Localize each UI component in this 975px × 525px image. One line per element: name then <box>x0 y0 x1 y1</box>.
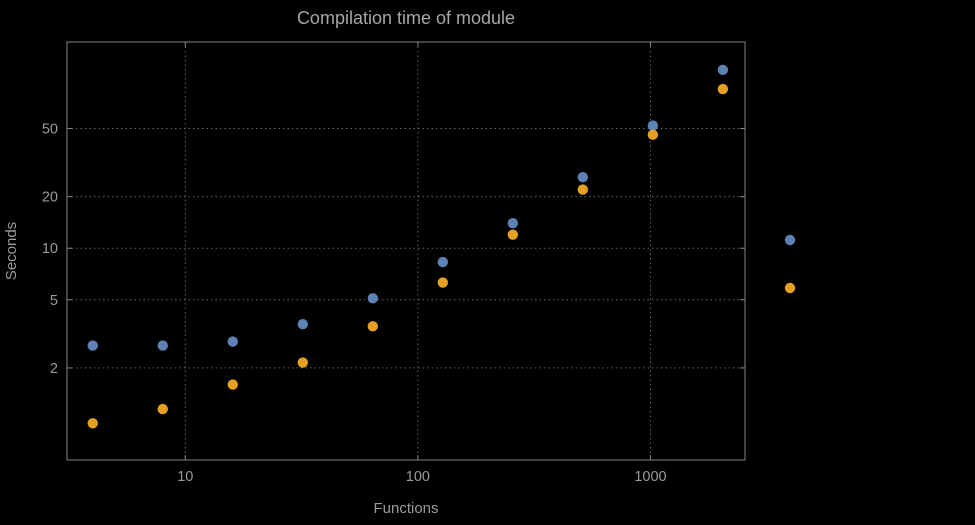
y-tick-label: 5 <box>50 293 58 309</box>
legend-marker <box>784 282 796 294</box>
data-point-series-2 <box>297 357 308 368</box>
data-point-series-2 <box>507 229 519 240</box>
data-point-series-1 <box>647 120 659 131</box>
tick-labels: 10 100 1000 2 5 10 20 50 <box>42 122 667 485</box>
data-point-series-2 <box>87 418 98 429</box>
y-tick-label: 2 <box>50 361 58 377</box>
data-point-series-1 <box>157 340 168 351</box>
data-point-series-1 <box>437 256 449 268</box>
data-point-series-2 <box>647 129 659 140</box>
data-point-series-1 <box>577 171 589 183</box>
data-point-series-2 <box>717 83 729 95</box>
data-point-series-1 <box>717 64 729 76</box>
legend <box>784 234 796 294</box>
x-axis-label: Functions <box>373 500 438 517</box>
data-point-series-1 <box>297 319 308 330</box>
data-point-series-2 <box>227 379 238 390</box>
x-tick-label: 100 <box>406 469 430 485</box>
y-tick-label: 50 <box>42 122 58 138</box>
x-tick-label: 1000 <box>634 469 666 485</box>
data-point-series-2 <box>157 403 168 415</box>
data-point-series-1 <box>227 336 238 347</box>
data-point-series-1 <box>87 340 98 351</box>
data-points <box>87 64 729 429</box>
axis-ticks <box>67 42 745 460</box>
data-point-series-2 <box>437 277 449 288</box>
chart-title: Compilation time of module <box>297 8 515 28</box>
data-point-series-2 <box>367 321 378 332</box>
y-tick-label: 20 <box>42 190 58 206</box>
data-point-series-2 <box>577 184 589 195</box>
data-point-series-1 <box>507 217 519 229</box>
y-axis-label: Seconds <box>3 222 20 280</box>
x-tick-label: 10 <box>177 469 193 485</box>
plot-frame <box>66 41 746 461</box>
y-tick-label: 10 <box>42 241 58 257</box>
legend-marker <box>784 234 796 246</box>
data-point-series-1 <box>367 293 378 304</box>
gridlines <box>67 42 745 460</box>
